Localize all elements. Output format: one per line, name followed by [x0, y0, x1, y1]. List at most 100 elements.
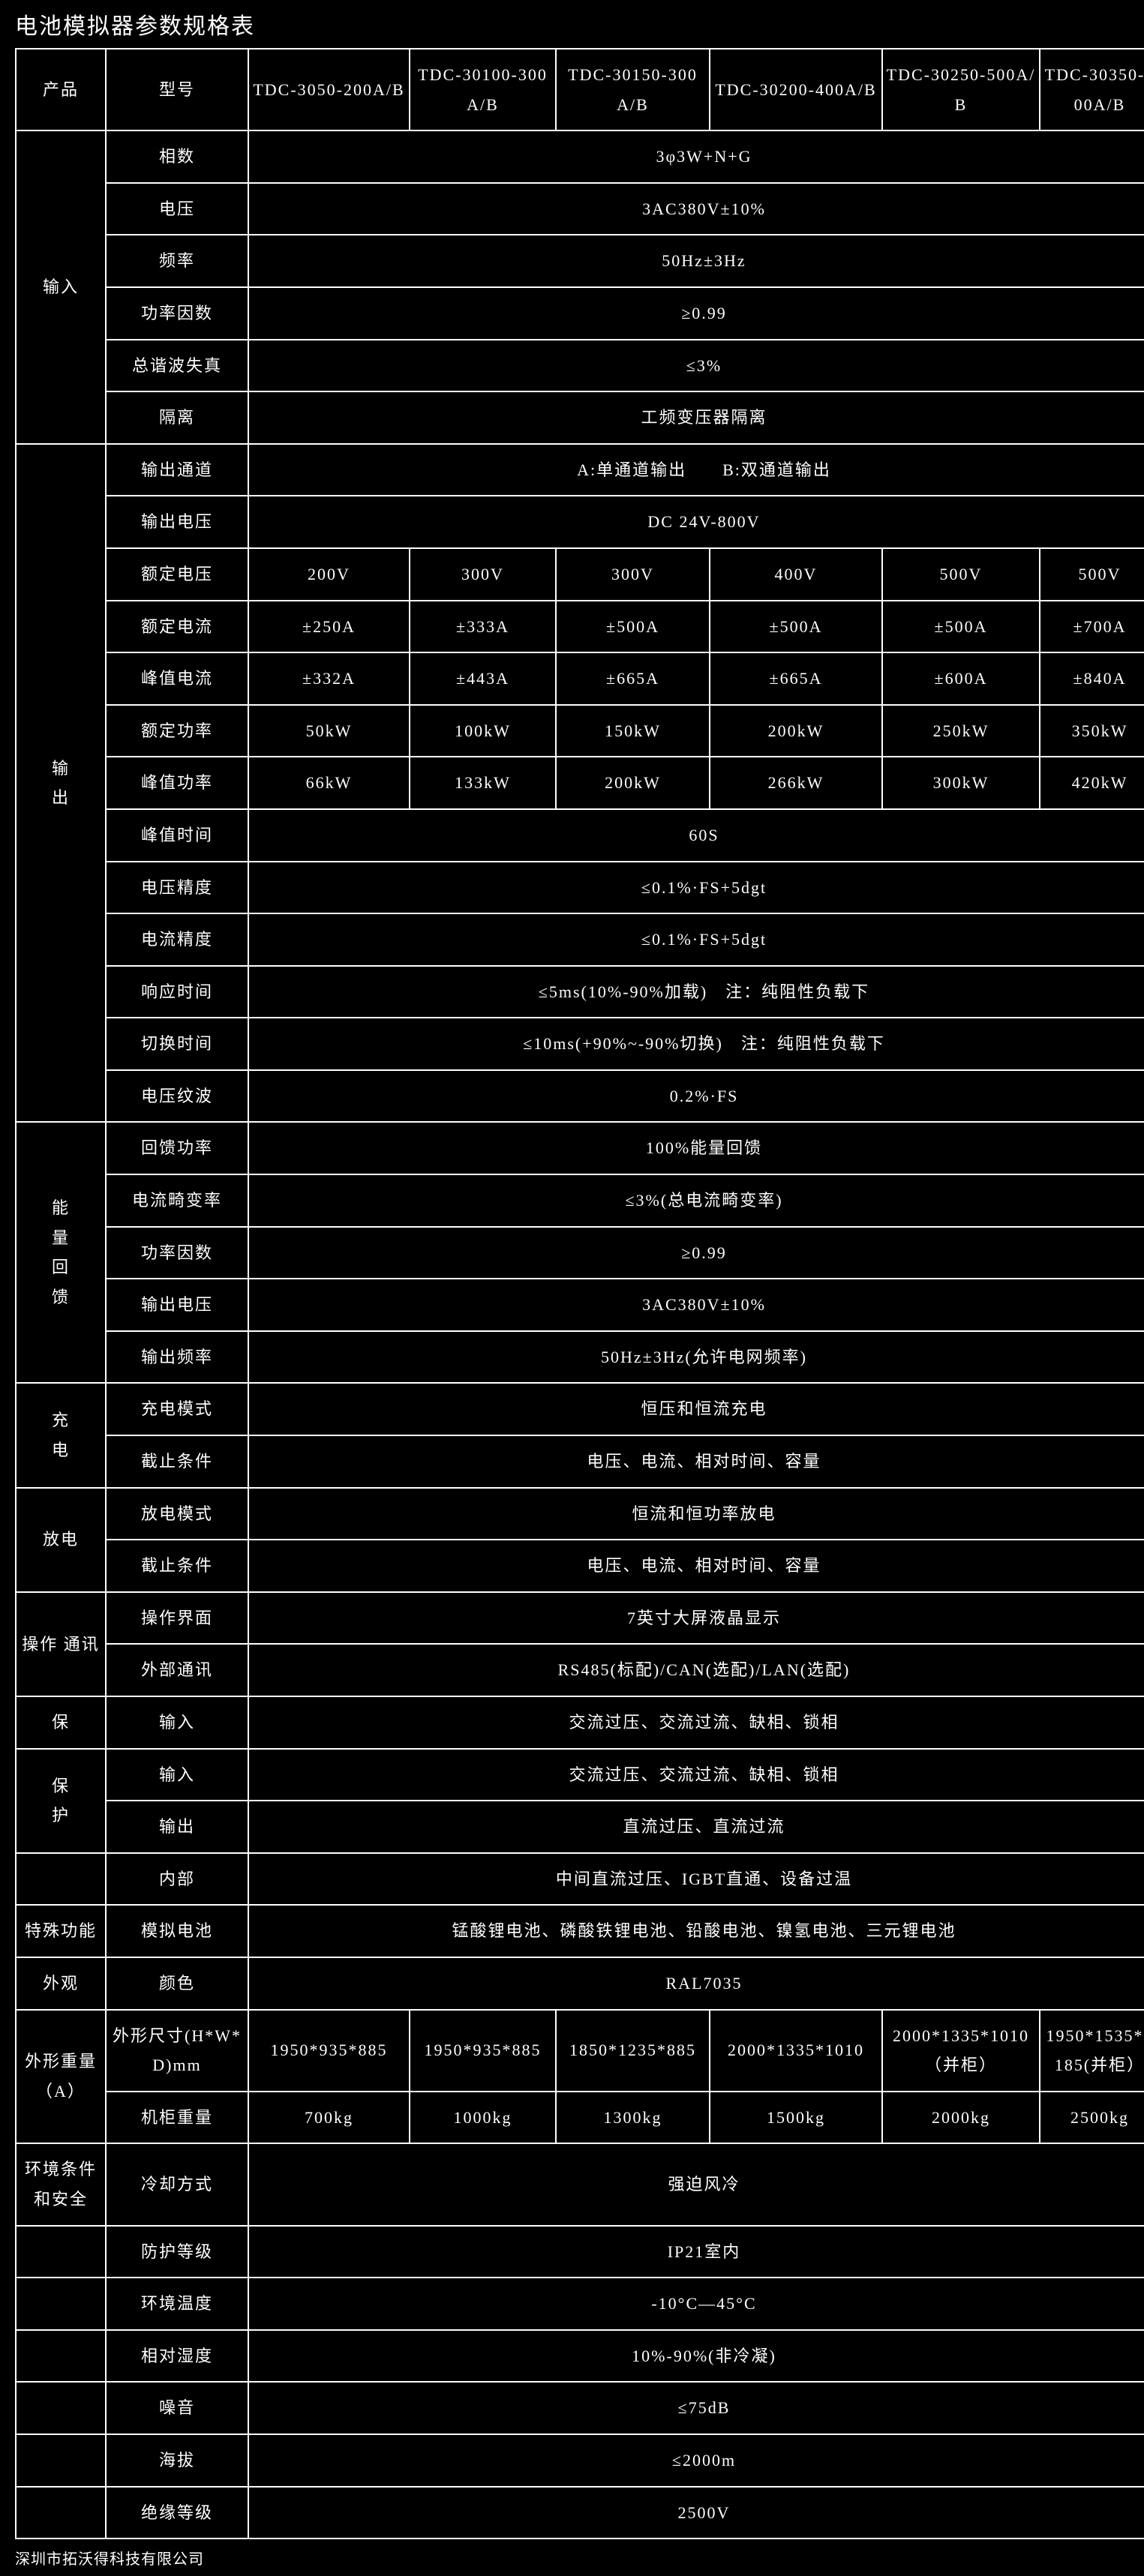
rp2: 150kW: [556, 705, 710, 757]
attr-voltage: 电压: [106, 183, 248, 235]
val-out-v: DC 24V-800V: [248, 496, 1144, 548]
attr-e-out-f: 输出频率: [106, 1331, 248, 1384]
d0: 1950*935*885: [248, 2010, 410, 2092]
attr-weight: 机柜重量: [106, 2092, 248, 2144]
attr-out-ch: 输出通道: [106, 444, 248, 496]
val-dsg-stop: 电压、电流、相对时间、容量: [248, 1540, 1144, 1592]
pp1: 133kW: [410, 757, 556, 809]
pi5: ±840A: [1040, 652, 1144, 705]
val-chg-mode: 恒压和恒流充电: [248, 1383, 1144, 1435]
attr-ins: 绝缘等级: [106, 2487, 248, 2539]
attr-peak-p: 峰值功率: [106, 757, 248, 809]
val-phases: 3φ3W+N+G: [248, 130, 1144, 183]
hdr-m3: TDC-30200-400A/B: [710, 49, 882, 130]
cat-appearance: 外观: [16, 1957, 106, 2010]
rp0: 50kW: [248, 705, 410, 757]
d1: 1950*935*885: [410, 2010, 556, 2092]
cat-env: 环境条件和安全: [16, 2143, 106, 2225]
ri4: ±500A: [882, 601, 1040, 653]
rv1: 300V: [410, 548, 556, 601]
ri1: ±333A: [410, 601, 556, 653]
val-cooling: 强迫风冷: [248, 2143, 1144, 2225]
hdr-m4: TDC-30250-500A/B: [882, 49, 1040, 130]
w4: 2000kg: [882, 2092, 1040, 2144]
attr-rated-i: 额定电流: [106, 601, 248, 653]
d3: 2000*1335*1010: [710, 2010, 882, 2092]
val-freq: 50Hz±3Hz: [248, 235, 1144, 287]
val-prot-out: 直流过压、直流过流: [248, 1801, 1144, 1853]
d4: 2000*1335*1010（并柜）: [882, 2010, 1040, 2092]
page-title: 电池模拟器参数规格表: [15, 7, 1129, 40]
rp3: 200kW: [710, 705, 882, 757]
val-switch-t: ≤10ms(+90%~-90%切换) 注：纯阻性负载下: [248, 1018, 1144, 1070]
attr-e-pf: 功率因数: [106, 1227, 248, 1279]
val-comm: RS485(标配)/CAN(选配)/LAN(选配): [248, 1644, 1144, 1696]
val-ui: 7英寸大屏液晶显示: [248, 1592, 1144, 1645]
hdr-m0: TDC-3050-200A/B: [248, 49, 410, 130]
ri5: ±700A: [1040, 601, 1144, 653]
val-e-pf: ≥0.99: [248, 1227, 1144, 1279]
ri0: ±250A: [248, 601, 410, 653]
rp1: 100kW: [410, 705, 556, 757]
attr-freq: 频率: [106, 235, 248, 287]
val-noise: ≤75dB: [248, 2382, 1144, 2434]
attr-dsg-mode: 放电模式: [106, 1488, 248, 1540]
val-ins: 2500V: [248, 2487, 1144, 2539]
attr-switch-t: 切换时间: [106, 1018, 248, 1070]
attr-iso: 隔离: [106, 391, 248, 444]
attr-resp-t: 响应时间: [106, 966, 248, 1018]
attr-thd: 总谐波失真: [106, 340, 248, 392]
w2: 1300kg: [556, 2092, 710, 2144]
rv5: 500V: [1040, 548, 1144, 601]
hdr-m1: TDC-30100-300A/B: [410, 49, 556, 130]
rv3: 400V: [710, 548, 882, 601]
ri2: ±500A: [556, 601, 710, 653]
attr-prot-out: 输出: [106, 1801, 248, 1853]
val-resp-t: ≤5ms(10%-90%加载) 注：纯阻性负载下: [248, 966, 1144, 1018]
pi0: ±332A: [248, 652, 410, 705]
val-regen-p: 100%能量回馈: [248, 1122, 1144, 1174]
cat-discharge: 放电: [16, 1488, 106, 1592]
val-dsg-mode: 恒流和恒功率放电: [248, 1488, 1144, 1540]
val-prot-int: 中间直流过压、IGBT直通、设备过温: [248, 1853, 1144, 1906]
val-prot-in: 交流过压、交流过流、缺相、锁相: [248, 1749, 1144, 1801]
attr-cooling: 冷却方式: [106, 2143, 248, 2225]
hdr-product: 产品: [16, 49, 106, 130]
val-v-ripple: 0.2%·FS: [248, 1070, 1144, 1123]
val-out-ch: A:单通道输出 B:双通道输出: [248, 444, 1144, 496]
cat-opcom: 操作 通讯: [16, 1592, 106, 1696]
d2: 1850*1235*885: [556, 2010, 710, 2092]
val-amb-t: -10°C—45°C: [248, 2278, 1144, 2330]
rv2: 300V: [556, 548, 710, 601]
val-e-out-f: 50Hz±3Hz(允许电网频率): [248, 1331, 1144, 1384]
attr-alt: 海拔: [106, 2434, 248, 2487]
attr-v-acc: 电压精度: [106, 862, 248, 914]
val-pf: ≥0.99: [248, 287, 1144, 340]
attr-bao-in: 输入: [106, 1696, 248, 1749]
header-row: 产品 型号 TDC-3050-200A/B TDC-30100-300A/B T…: [16, 49, 1144, 130]
attr-peak-t: 峰值时间: [106, 809, 248, 862]
spec-table: 产品 型号 TDC-3050-200A/B TDC-30100-300A/B T…: [15, 48, 1144, 2539]
hdr-model: 型号: [106, 49, 248, 130]
cat-input: 输入: [16, 130, 106, 444]
pp0: 66kW: [248, 757, 410, 809]
val-rh: 10%-90%(非冷凝): [248, 2330, 1144, 2383]
val-voltage: 3AC380V±10%: [248, 183, 1144, 235]
attr-phases: 相数: [106, 130, 248, 183]
val-thd: ≤3%: [248, 340, 1144, 392]
ri3: ±500A: [710, 601, 882, 653]
attr-out-v: 输出电压: [106, 496, 248, 548]
pi3: ±665A: [710, 652, 882, 705]
rv0: 200V: [248, 548, 410, 601]
rp5: 350kW: [1040, 705, 1144, 757]
attr-pf: 功率因数: [106, 287, 248, 340]
val-i-acc: ≤0.1%·FS+5dgt: [248, 913, 1144, 966]
attr-chg-stop: 截止条件: [106, 1435, 248, 1488]
val-ip: IP21室内: [248, 2226, 1144, 2278]
attr-e-out-v: 输出电压: [106, 1279, 248, 1331]
cat-special: 特殊功能: [16, 1905, 106, 1957]
val-bao-in: 交流过压、交流过流、缺相、锁相: [248, 1696, 1144, 1749]
attr-ip: 防护等级: [106, 2226, 248, 2278]
w0: 700kg: [248, 2092, 410, 2144]
cat-dims: 外形重量（A）: [16, 2010, 106, 2144]
